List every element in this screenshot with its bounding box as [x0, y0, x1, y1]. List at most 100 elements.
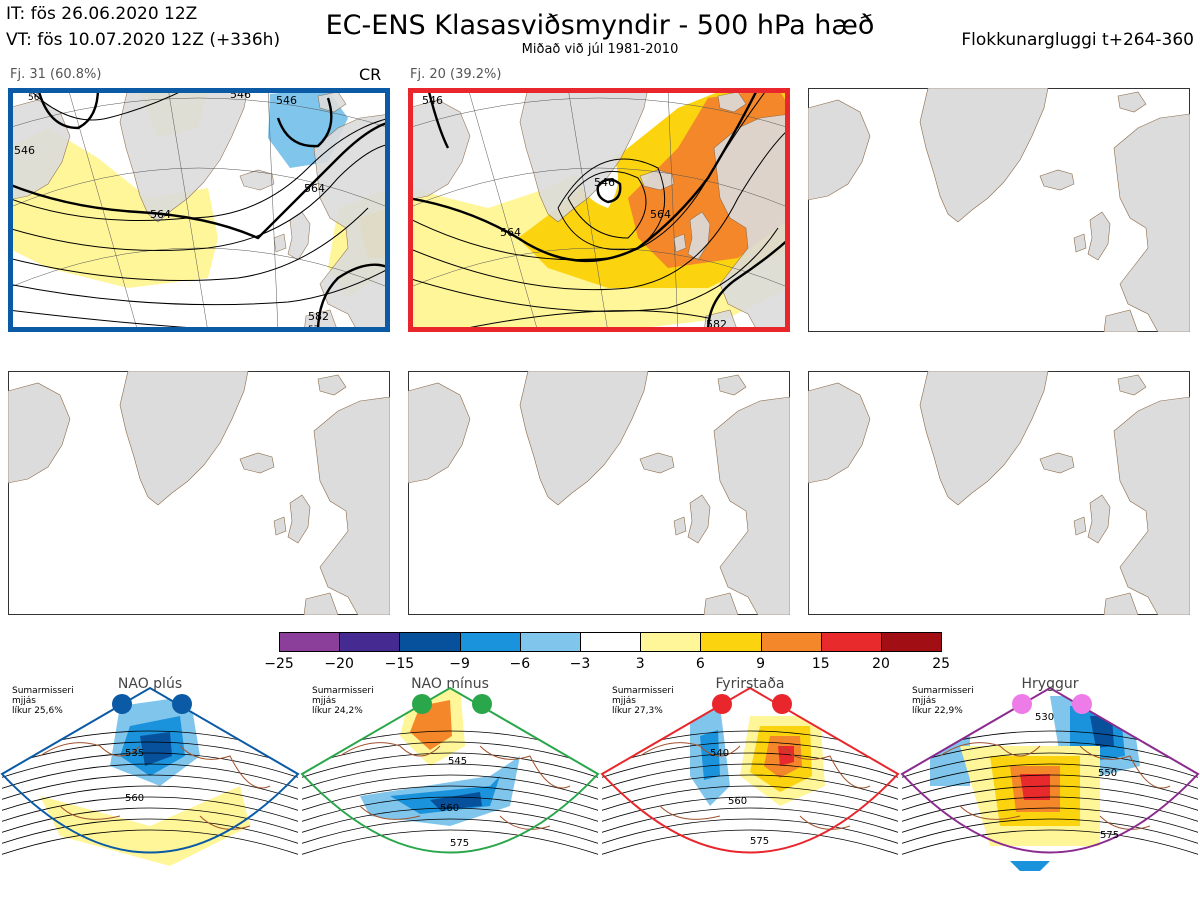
height-contour: [602, 796, 898, 823]
height-contour: [2, 785, 298, 812]
regime-panel: 530 550 575 Hryggur Sumarmisseri mjjás líkur…: [900, 676, 1200, 916]
anomaly-fill: [430, 792, 482, 810]
page-title: EC-ENS Klasasviðsmyndir - 500 hPa hæð: [325, 10, 875, 41]
height-contour: [602, 752, 898, 779]
height-contour: [602, 829, 898, 856]
anomaly-fill: [140, 732, 172, 766]
cluster-1-contour-label: 546: [14, 144, 35, 157]
height-contour: [2, 752, 298, 779]
height-contour: [2, 818, 298, 845]
height-contour: [902, 807, 1198, 834]
colorbar-tick-label: −6: [509, 656, 531, 672]
cluster-2-contour-label: 564: [650, 208, 671, 221]
regime-note: Sumarmisseri mjjás líkur 22,9%: [912, 686, 974, 716]
colorbar-cell: [339, 632, 401, 652]
regime-contour-label: 560: [125, 793, 144, 804]
colorbar-tick-label: 25: [932, 656, 951, 672]
regime-title: NAO plús: [117, 676, 183, 692]
height-contour: [2, 796, 298, 823]
regime-note: Sumarmisseri mjjás líkur 27,3%: [612, 686, 674, 716]
regime-contour-label: 535: [125, 748, 144, 759]
coastline: [39, 742, 271, 830]
height-contour: [302, 785, 598, 812]
height-contour: [2, 741, 298, 768]
height-contour: [302, 807, 598, 834]
cluster-1-map: 546 564 564 546 546 582 57 56: [8, 88, 390, 332]
cluster-1-regime: CR: [359, 65, 382, 84]
colorbar-tick-label: 3: [635, 656, 645, 672]
height-contour: [902, 763, 1198, 790]
cluster-2-border: [408, 88, 790, 332]
colorbar-tick-label: 9: [756, 656, 766, 672]
cluster-1-border: [8, 88, 390, 332]
colorbar-cell: [580, 632, 642, 652]
regime-center-dot: [172, 694, 192, 714]
cluster-1-label: Fj. 31 (60.8%): [10, 67, 102, 82]
regime-contour-label: 540: [710, 748, 729, 759]
height-contour: [902, 818, 1198, 845]
height-contour: [302, 763, 598, 790]
regime-panel: 545 560 575 NAO mínus Sumarmisseri mjjás lík…: [300, 676, 600, 916]
height-contour: [602, 741, 898, 768]
height-contour: [302, 752, 598, 779]
empty-map-panel: [808, 88, 1190, 332]
regime-center-dot: [1012, 694, 1032, 714]
regime-map: 545 560 575: [300, 686, 600, 856]
colorbar-tick-label: −20: [324, 656, 354, 672]
regime-contour-label: 530: [1035, 712, 1054, 723]
height-contour: [302, 774, 598, 801]
regime-map: 530 550 575: [900, 686, 1200, 871]
regime-note: Sumarmisseri mjjás líkur 25,6%: [12, 686, 74, 716]
empty-map-panel: [8, 371, 390, 615]
height-contour: [602, 818, 898, 845]
regime-contour-label: 575: [1100, 830, 1119, 841]
anomaly-fill: [778, 746, 794, 766]
height-contour: [602, 785, 898, 812]
colorbar-cell: [279, 632, 341, 652]
coastline: [639, 742, 871, 830]
regime-panel: 535 560 NAO plús Sumarmisseri mjjás líkur 2…: [0, 676, 300, 916]
height-contour: [2, 807, 298, 834]
colorbar-cell: [459, 632, 521, 652]
colorbar-tick-label: −3: [569, 656, 591, 672]
regime-center-dot: [1072, 694, 1092, 714]
anomaly-fill: [1010, 861, 1050, 871]
height-contour: [302, 829, 598, 856]
init-time: IT: fös 26.06.2020 12Z: [6, 4, 198, 24]
colorbar-tick-label: 6: [695, 656, 705, 672]
regime-center-dot: [772, 694, 792, 714]
height-contour: [2, 774, 298, 801]
coastline: [339, 742, 571, 830]
height-contour: [2, 829, 298, 856]
height-contour: [602, 807, 898, 834]
page-subtitle: Miðað við júl 1981-2010: [521, 42, 679, 57]
coastline: [939, 742, 1171, 830]
cluster-2-contour-label: 546: [422, 94, 443, 107]
cluster-window: Flokkunargluggi t+264-360: [961, 30, 1194, 50]
colorbar-cell: [399, 632, 461, 652]
colorbar-cell: [881, 632, 943, 652]
regime-outline: [600, 686, 900, 854]
cluster-1-contour-label: 564: [150, 208, 171, 221]
empty-map-panel: [808, 371, 1190, 615]
regime-contour-label: 545: [448, 756, 467, 767]
cluster-2-contour-label: 546: [594, 176, 615, 189]
anomaly-fill: [1020, 774, 1050, 800]
height-contour: [902, 796, 1198, 823]
regime-contour-label: 560: [728, 796, 747, 807]
regime-outline: [0, 686, 300, 854]
cluster-1-contour-label: 56: [28, 93, 40, 103]
height-contour: [2, 763, 298, 790]
height-contour: [302, 741, 598, 768]
valid-time: VT: fös 10.07.2020 12Z (+336h): [6, 30, 281, 50]
colorbar-tick-label: 15: [811, 656, 830, 672]
height-contour: [902, 752, 1198, 779]
height-contour: [302, 818, 598, 845]
regime-outline: [300, 686, 600, 854]
regime-contour-label: 550: [1098, 768, 1117, 779]
regime-contour-label: 575: [450, 838, 469, 849]
cluster-2-label: Fj. 20 (39.2%): [410, 67, 502, 82]
height-contour: [602, 774, 898, 801]
colorbar-cell: [820, 632, 882, 652]
regime-map: 535 560: [0, 686, 300, 866]
